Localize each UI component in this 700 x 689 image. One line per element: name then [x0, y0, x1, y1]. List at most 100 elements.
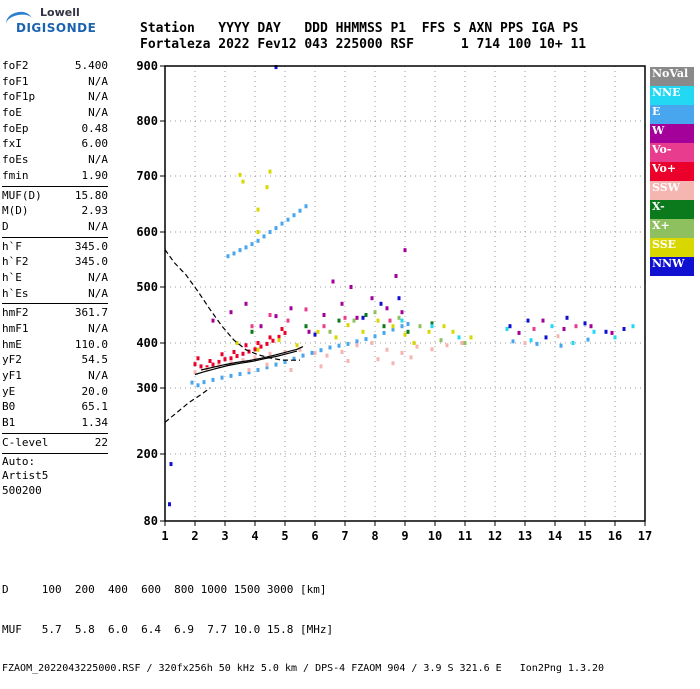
data-point: [352, 318, 356, 323]
data-point: [241, 179, 245, 184]
data-point: [376, 357, 380, 362]
data-point: [220, 375, 224, 380]
data-point: [274, 362, 278, 367]
data-point: [445, 343, 449, 348]
data-point: [196, 383, 200, 388]
data-point: [427, 329, 431, 334]
data-point: [451, 329, 455, 334]
param-value: N/A: [88, 153, 108, 167]
x-tick-label: 4: [251, 529, 258, 543]
data-point: [313, 332, 317, 337]
param-row: hmE 110.0: [2, 337, 108, 353]
param-label: foF2: [2, 59, 29, 72]
data-point: [406, 321, 410, 326]
param-label: fxI: [2, 137, 22, 151]
param-row: hmF2 361.7: [2, 305, 108, 321]
data-point: [298, 347, 302, 352]
data-point: [610, 330, 614, 335]
data-point: [412, 341, 416, 345]
trace-line: [164, 249, 301, 361]
param-label: C-level: [2, 435, 49, 449]
header-labels: Station YYYY DAY DDD HHMMSS P1 FFS S AXN…: [140, 21, 579, 36]
header-values: Fortaleza 2022 Fev12 043 225000 RSF 1 71…: [140, 37, 587, 52]
data-point: [265, 341, 269, 346]
param-label: M(D): [2, 204, 29, 218]
data-point: [613, 335, 617, 340]
trace-line: [194, 350, 298, 376]
param-value: 361.7: [74, 306, 108, 320]
data-point: [277, 338, 281, 343]
data-point: [364, 337, 368, 342]
grid-layer: [164, 65, 646, 522]
data-point: [589, 324, 593, 329]
data-point: [532, 327, 536, 331]
data-point: [400, 324, 404, 329]
data-point: [250, 242, 254, 247]
param-row: foE N/A: [2, 105, 108, 121]
param-row: foF2 5.400: [2, 58, 108, 74]
data-point: [403, 248, 407, 253]
data-point: [310, 350, 314, 355]
data-point: [403, 332, 407, 337]
data-point: [562, 327, 566, 331]
param-row: h`F2 345.0: [2, 254, 108, 270]
series-layer: [168, 65, 635, 507]
lowell-digisonde-logo: Lowell DIGISONDE: [4, 2, 96, 42]
y-tick-label: 700: [136, 169, 158, 183]
data-point: [394, 274, 398, 278]
param-value: N/A: [88, 270, 108, 284]
data-point: [337, 343, 341, 348]
param-row: foF1 N/A: [2, 74, 108, 90]
param-row: yF2 54.5: [2, 352, 108, 368]
data-point: [235, 354, 239, 359]
y-tick-label: 500: [136, 280, 158, 294]
data-point: [211, 362, 215, 367]
data-point: [508, 324, 512, 329]
trace-line: [200, 346, 304, 371]
data-point: [247, 370, 251, 375]
param-value: N/A: [88, 369, 108, 383]
chart-legend: NoVal NNE E W Vo- Vo+ SSW X- X+ SSE NNW: [650, 67, 694, 276]
data-point: [430, 324, 434, 329]
data-point: [193, 362, 197, 367]
data-point: [400, 310, 404, 315]
x-tick-label: 15: [578, 529, 592, 543]
data-point: [400, 350, 404, 355]
data-point: [289, 306, 293, 311]
data-point: [463, 341, 467, 345]
data-point: [229, 310, 233, 315]
x-tick-label: 11: [458, 529, 472, 543]
data-point: [511, 339, 515, 344]
data-point: [229, 373, 233, 378]
data-point: [274, 226, 278, 231]
y-tick-label: 800: [136, 114, 158, 128]
data-point: [592, 329, 596, 334]
data-point: [307, 329, 311, 334]
data-point: [409, 355, 413, 360]
footer-distance-row: D 100 200 400 600 800 1000 1500 3000 [km…: [2, 583, 327, 596]
data-point: [544, 335, 548, 340]
param-value: 2.93: [81, 204, 109, 218]
data-point: [385, 347, 389, 352]
param-label: foF1p: [2, 90, 36, 104]
autoscaling-info: Auto:: [2, 454, 36, 468]
param-separator: [2, 452, 108, 454]
y-tick-label: 400: [136, 336, 158, 350]
data-point: [439, 338, 443, 343]
param-label: fmin: [2, 168, 29, 182]
data-point: [379, 301, 383, 306]
param-value: N/A: [88, 90, 108, 104]
data-point: [346, 359, 350, 363]
param-label: foEp: [2, 121, 29, 135]
data-point: [328, 345, 332, 350]
x-tick-label: 8: [371, 529, 378, 543]
param-value: N/A: [88, 322, 108, 335]
data-point: [301, 353, 305, 358]
data-point: [274, 65, 278, 70]
data-point: [304, 204, 308, 209]
param-row: M(D) 2.93: [2, 203, 108, 219]
x-tick-label: 7: [341, 529, 348, 543]
data-point: [325, 353, 329, 358]
footer-file-info: FZAOM_2022043225000.RSF / 320fx256h 50 k…: [2, 663, 605, 674]
y-tick-label: 80: [144, 514, 158, 528]
